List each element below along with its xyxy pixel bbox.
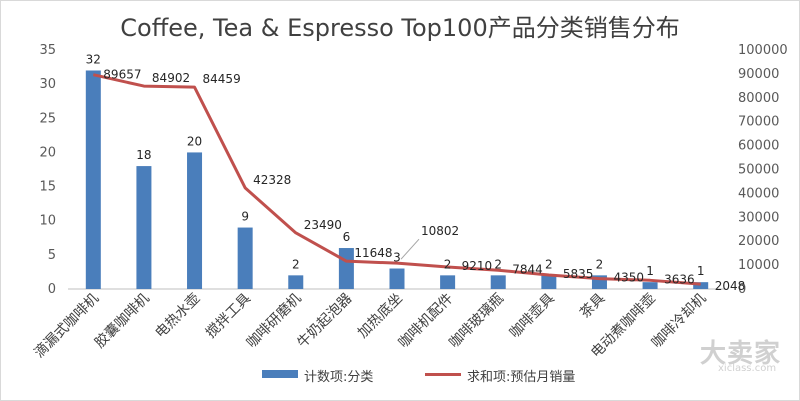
sales-line xyxy=(92,73,701,286)
x-category-label: 咖啡玻璃瓶 xyxy=(446,290,508,352)
line-data-label: 4350 xyxy=(613,271,644,285)
line-data-label: 5835 xyxy=(563,267,594,281)
x-category-label: 搅拌工具 xyxy=(203,291,254,342)
y-right-tick-label: 70000 xyxy=(738,115,779,130)
line-data-label: 23490 xyxy=(304,218,342,232)
y-right-tick-label: 20000 xyxy=(738,234,779,249)
x-category-label: 咖啡壶具 xyxy=(507,291,558,342)
line-data-label: 84902 xyxy=(152,71,190,85)
bar xyxy=(237,227,253,289)
bar xyxy=(288,275,304,289)
bar xyxy=(541,275,557,289)
y-left-tick-label: 25 xyxy=(39,111,56,126)
x-category-label: 胶囊咖啡机 xyxy=(91,290,153,352)
bar-data-label: 9 xyxy=(241,210,249,224)
leader-line xyxy=(400,238,420,260)
x-category-label: 加热底坐 xyxy=(355,291,406,342)
bar xyxy=(642,282,658,289)
y-right-tick-label: 90000 xyxy=(738,67,779,82)
y-left-tick-label: 30 xyxy=(39,77,56,92)
bar-data-label: 32 xyxy=(86,52,101,66)
line-data-label: 84459 xyxy=(203,72,241,86)
bar-data-label: 18 xyxy=(136,148,151,162)
bar xyxy=(187,152,203,289)
bar-data-label: 2 xyxy=(444,257,452,271)
legend-bar-swatch xyxy=(262,370,298,378)
watermark: 大卖家 xiclass.com xyxy=(700,333,782,374)
y-left-tick-label: 20 xyxy=(39,145,56,160)
line-data-label: 42328 xyxy=(253,173,291,187)
y-right-tick-label: 80000 xyxy=(738,91,779,106)
y-right-tick-label: 50000 xyxy=(738,163,779,178)
line-data-label: 3636 xyxy=(664,272,695,286)
bar xyxy=(490,275,506,289)
legend-line-swatch xyxy=(425,373,461,376)
bar-data-label: 20 xyxy=(187,134,202,148)
legend: 计数项:分类 求和项:预估月销量 xyxy=(0,366,800,386)
watermark-url: xiclass.com xyxy=(718,363,777,374)
bar xyxy=(85,70,101,289)
bar xyxy=(338,248,354,289)
bar-data-label: 1 xyxy=(646,264,654,278)
y-right-tick-label: 60000 xyxy=(738,139,779,154)
bar xyxy=(389,268,405,289)
y-left-tick-label: 5 xyxy=(48,248,56,263)
bar-data-label: 3 xyxy=(393,251,401,265)
bar-data-label: 2 xyxy=(545,257,553,271)
y-right-tick-label: 30000 xyxy=(738,210,779,225)
line-data-label: 2048 xyxy=(715,279,746,293)
bar-data-label: 1 xyxy=(697,264,705,278)
legend-label-sales: 求和项:预估月销量 xyxy=(467,370,576,385)
y-right-tick-label: 40000 xyxy=(738,186,779,201)
y-left-tick-label: 15 xyxy=(39,180,56,195)
line-data-label: 10802 xyxy=(421,224,459,238)
line-data-label: 89657 xyxy=(103,68,141,82)
bar xyxy=(440,275,456,289)
bar xyxy=(136,166,152,289)
y-right-tick-label: 10000 xyxy=(738,258,779,273)
y-left-tick-label: 10 xyxy=(39,214,56,229)
x-category-label: 滴漏式咖啡机 xyxy=(31,290,102,361)
bar-data-label: 2 xyxy=(292,257,300,271)
bar-data-label: 2 xyxy=(596,257,604,271)
y-right-tick-label: 0 xyxy=(738,282,746,297)
bar-data-label: 6 xyxy=(343,230,351,244)
y-left-tick-label: 35 xyxy=(39,43,56,58)
bar-data-label: 2 xyxy=(494,257,502,271)
x-category-label: 牛奶起泡器 xyxy=(294,291,355,352)
y-left-tick-label: 0 xyxy=(48,282,56,297)
bar xyxy=(693,282,709,289)
chart-title: Coffee, Tea & Espresso Top100产品分类销售分布 xyxy=(120,14,680,42)
line-data-label: 11648 xyxy=(354,246,392,260)
y-right-tick-label: 100000 xyxy=(738,43,788,58)
line-data-label: 9210 xyxy=(462,259,493,273)
line-data-label: 7844 xyxy=(512,262,543,276)
x-category-label: 电热水壶 xyxy=(152,291,203,342)
x-category-label: 茶具 xyxy=(577,291,608,322)
watermark-logo: 大卖家 xyxy=(700,339,782,369)
legend-label-count: 计数项:分类 xyxy=(304,370,374,385)
